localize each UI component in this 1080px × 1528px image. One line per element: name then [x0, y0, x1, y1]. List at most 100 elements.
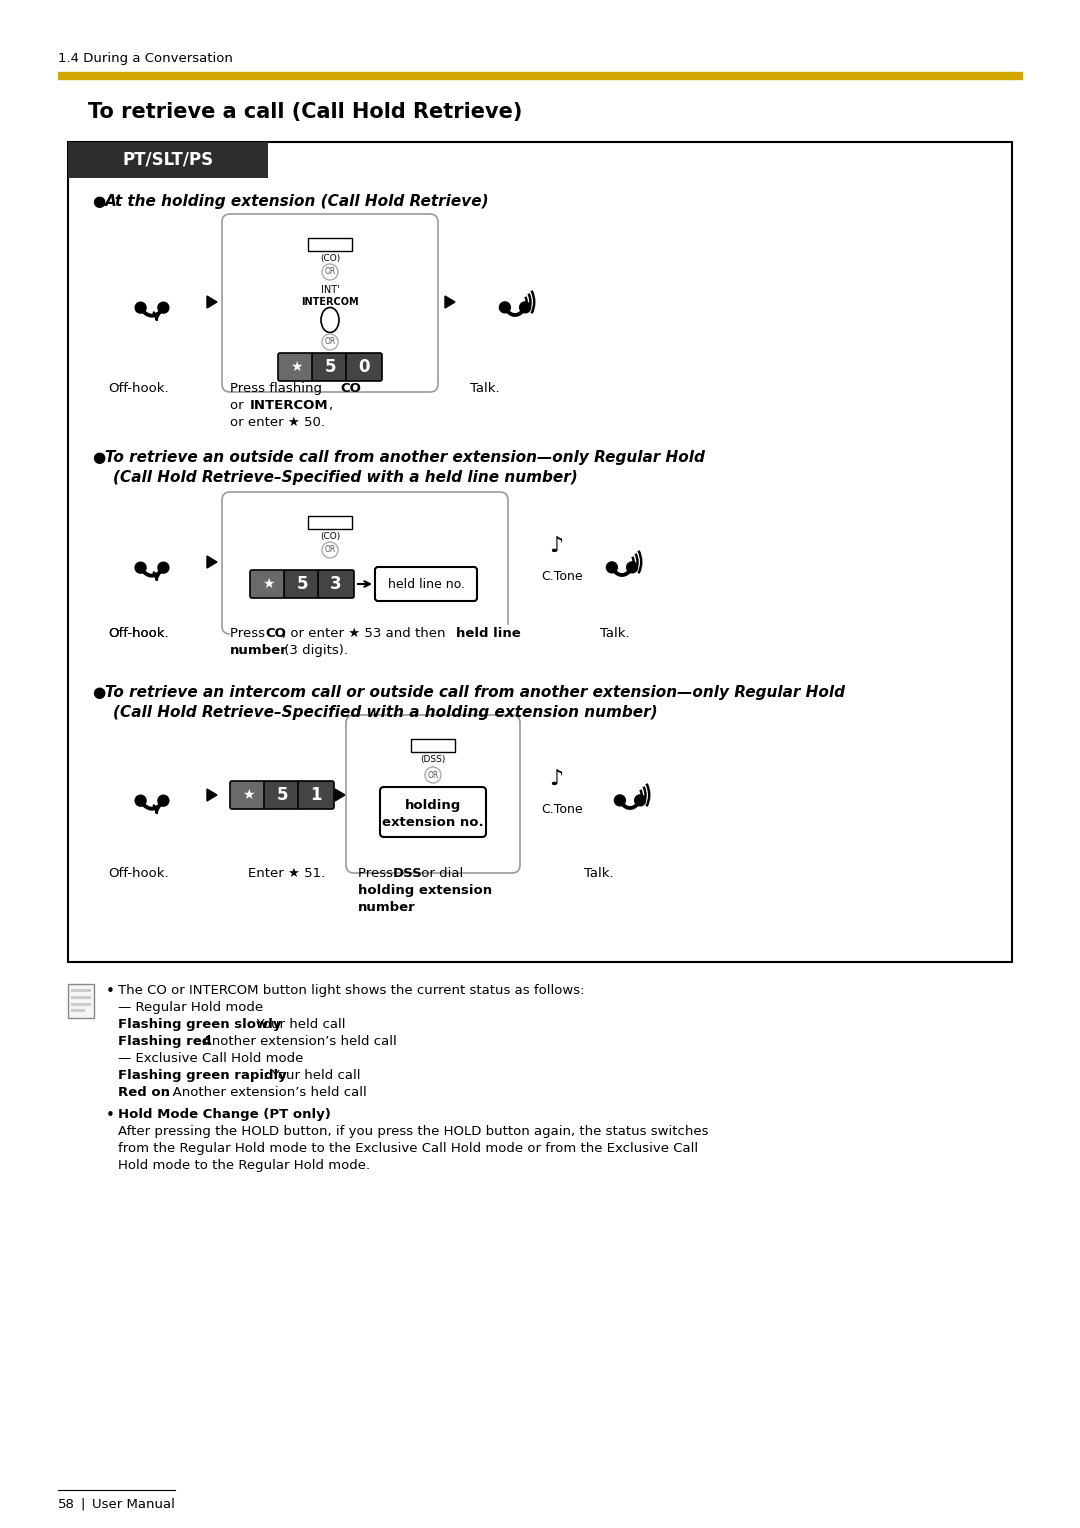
- Text: Press: Press: [357, 866, 397, 880]
- Text: •: •: [106, 1108, 114, 1123]
- Text: number: number: [230, 643, 287, 657]
- Circle shape: [322, 264, 338, 280]
- Circle shape: [135, 795, 146, 807]
- Text: : Your held call: : Your held call: [264, 1070, 361, 1082]
- Circle shape: [426, 767, 441, 782]
- FancyBboxPatch shape: [222, 214, 438, 393]
- Text: The CO or INTERCOM button light shows the current status as follows:: The CO or INTERCOM button light shows th…: [118, 984, 584, 996]
- Text: Press: Press: [230, 626, 269, 640]
- Text: number: number: [357, 902, 416, 914]
- FancyBboxPatch shape: [346, 715, 519, 872]
- Text: or enter ★ 50.: or enter ★ 50.: [230, 416, 325, 429]
- Text: To retrieve an intercom call or outside call from another extension—only Regular: To retrieve an intercom call or outside …: [105, 685, 845, 700]
- Text: DSS: DSS: [393, 866, 422, 880]
- Text: number: number: [230, 643, 287, 657]
- Text: ★: ★: [261, 578, 274, 591]
- Text: ★: ★: [289, 361, 302, 374]
- FancyBboxPatch shape: [318, 570, 354, 597]
- Text: OR: OR: [428, 770, 438, 779]
- Text: 1: 1: [310, 785, 322, 804]
- Bar: [308, 237, 352, 251]
- Bar: [230, 625, 730, 669]
- Text: held line no.: held line no.: [388, 578, 464, 590]
- Text: 3: 3: [330, 575, 341, 593]
- Text: Off-hook.: Off-hook.: [108, 626, 168, 640]
- Text: : Another extension’s held call: : Another extension’s held call: [194, 1034, 396, 1048]
- Text: holding: holding: [405, 799, 461, 813]
- Text: Hold mode to the Regular Hold mode.: Hold mode to the Regular Hold mode.: [118, 1160, 370, 1172]
- Bar: [411, 740, 455, 752]
- Text: from the Regular Hold mode to the Exclusive Call Hold mode or from the Exclusive: from the Regular Hold mode to the Exclus…: [118, 1141, 698, 1155]
- Polygon shape: [335, 788, 345, 801]
- Polygon shape: [207, 788, 217, 801]
- Text: Off-hook.: Off-hook.: [108, 866, 168, 880]
- Circle shape: [499, 303, 511, 313]
- Circle shape: [135, 562, 146, 573]
- FancyBboxPatch shape: [264, 781, 300, 808]
- Circle shape: [322, 542, 338, 558]
- Text: 1.4 During a Conversation: 1.4 During a Conversation: [58, 52, 233, 66]
- Text: Talk.: Talk.: [600, 626, 630, 640]
- Circle shape: [322, 335, 338, 350]
- Text: INTERCOM: INTERCOM: [249, 399, 328, 413]
- Text: |: |: [80, 1497, 84, 1511]
- Text: 58: 58: [58, 1497, 75, 1511]
- Text: — Regular Hold mode: — Regular Hold mode: [118, 1001, 264, 1015]
- Ellipse shape: [321, 307, 339, 333]
- FancyBboxPatch shape: [278, 353, 314, 380]
- FancyBboxPatch shape: [222, 492, 508, 634]
- Text: C.Tone: C.Tone: [541, 570, 583, 584]
- FancyBboxPatch shape: [380, 787, 486, 837]
- Circle shape: [135, 303, 146, 313]
- Circle shape: [635, 795, 646, 805]
- Text: At the holding extension (Call Hold Retrieve): At the holding extension (Call Hold Retr…: [105, 194, 489, 209]
- Text: — Exclusive Call Hold mode: — Exclusive Call Hold mode: [118, 1051, 303, 1065]
- Text: ♪: ♪: [549, 769, 563, 788]
- FancyBboxPatch shape: [346, 353, 382, 380]
- Text: (CO): (CO): [320, 532, 340, 541]
- Text: Off-hook.: Off-hook.: [108, 626, 168, 640]
- Bar: [68, 984, 94, 1018]
- FancyBboxPatch shape: [298, 781, 334, 808]
- Text: ,: ,: [328, 399, 333, 413]
- Text: PT/SLT/PS: PT/SLT/PS: [122, 151, 214, 170]
- Text: , or enter ★ 53 and then: , or enter ★ 53 and then: [282, 626, 449, 640]
- Text: OR: OR: [324, 338, 336, 347]
- Circle shape: [626, 562, 637, 573]
- Text: CO: CO: [266, 626, 287, 640]
- Text: INT': INT': [321, 286, 339, 295]
- Text: CO: CO: [265, 626, 286, 640]
- Text: .: .: [407, 902, 411, 914]
- Text: : Another extension’s held call: : Another extension’s held call: [164, 1086, 367, 1099]
- Bar: [68, 142, 268, 177]
- Text: or dial: or dial: [417, 866, 463, 880]
- Text: CO: CO: [340, 382, 361, 396]
- Text: OR: OR: [324, 267, 336, 277]
- Bar: [71, 1008, 85, 1012]
- Bar: [71, 1002, 91, 1005]
- Text: To retrieve a call (Call Hold Retrieve): To retrieve a call (Call Hold Retrieve): [87, 102, 523, 122]
- FancyBboxPatch shape: [312, 353, 348, 380]
- Polygon shape: [207, 296, 217, 309]
- Text: Flashing green rapidly: Flashing green rapidly: [118, 1070, 287, 1082]
- Text: holding extension: holding extension: [357, 885, 492, 897]
- Circle shape: [615, 795, 625, 805]
- Text: After pressing the HOLD button, if you press the HOLD button again, the status s: After pressing the HOLD button, if you p…: [118, 1125, 708, 1138]
- Text: (CO): (CO): [320, 254, 340, 263]
- Text: , or enter ★ 53 and then: , or enter ★ 53 and then: [283, 626, 450, 640]
- Text: •: •: [106, 984, 114, 999]
- Bar: [58, 72, 1022, 79]
- Text: Press flashing: Press flashing: [230, 382, 326, 396]
- Circle shape: [158, 303, 168, 313]
- Bar: [71, 996, 91, 999]
- Text: 5: 5: [276, 785, 287, 804]
- Circle shape: [519, 303, 530, 313]
- Text: Off-hook.: Off-hook.: [108, 382, 168, 396]
- Text: C.Tone: C.Tone: [541, 804, 583, 816]
- Text: Red on: Red on: [118, 1086, 170, 1099]
- Text: held line: held line: [456, 626, 521, 640]
- Bar: [71, 989, 91, 992]
- Text: (DSS): (DSS): [420, 755, 446, 764]
- Polygon shape: [445, 296, 455, 309]
- Circle shape: [158, 795, 168, 807]
